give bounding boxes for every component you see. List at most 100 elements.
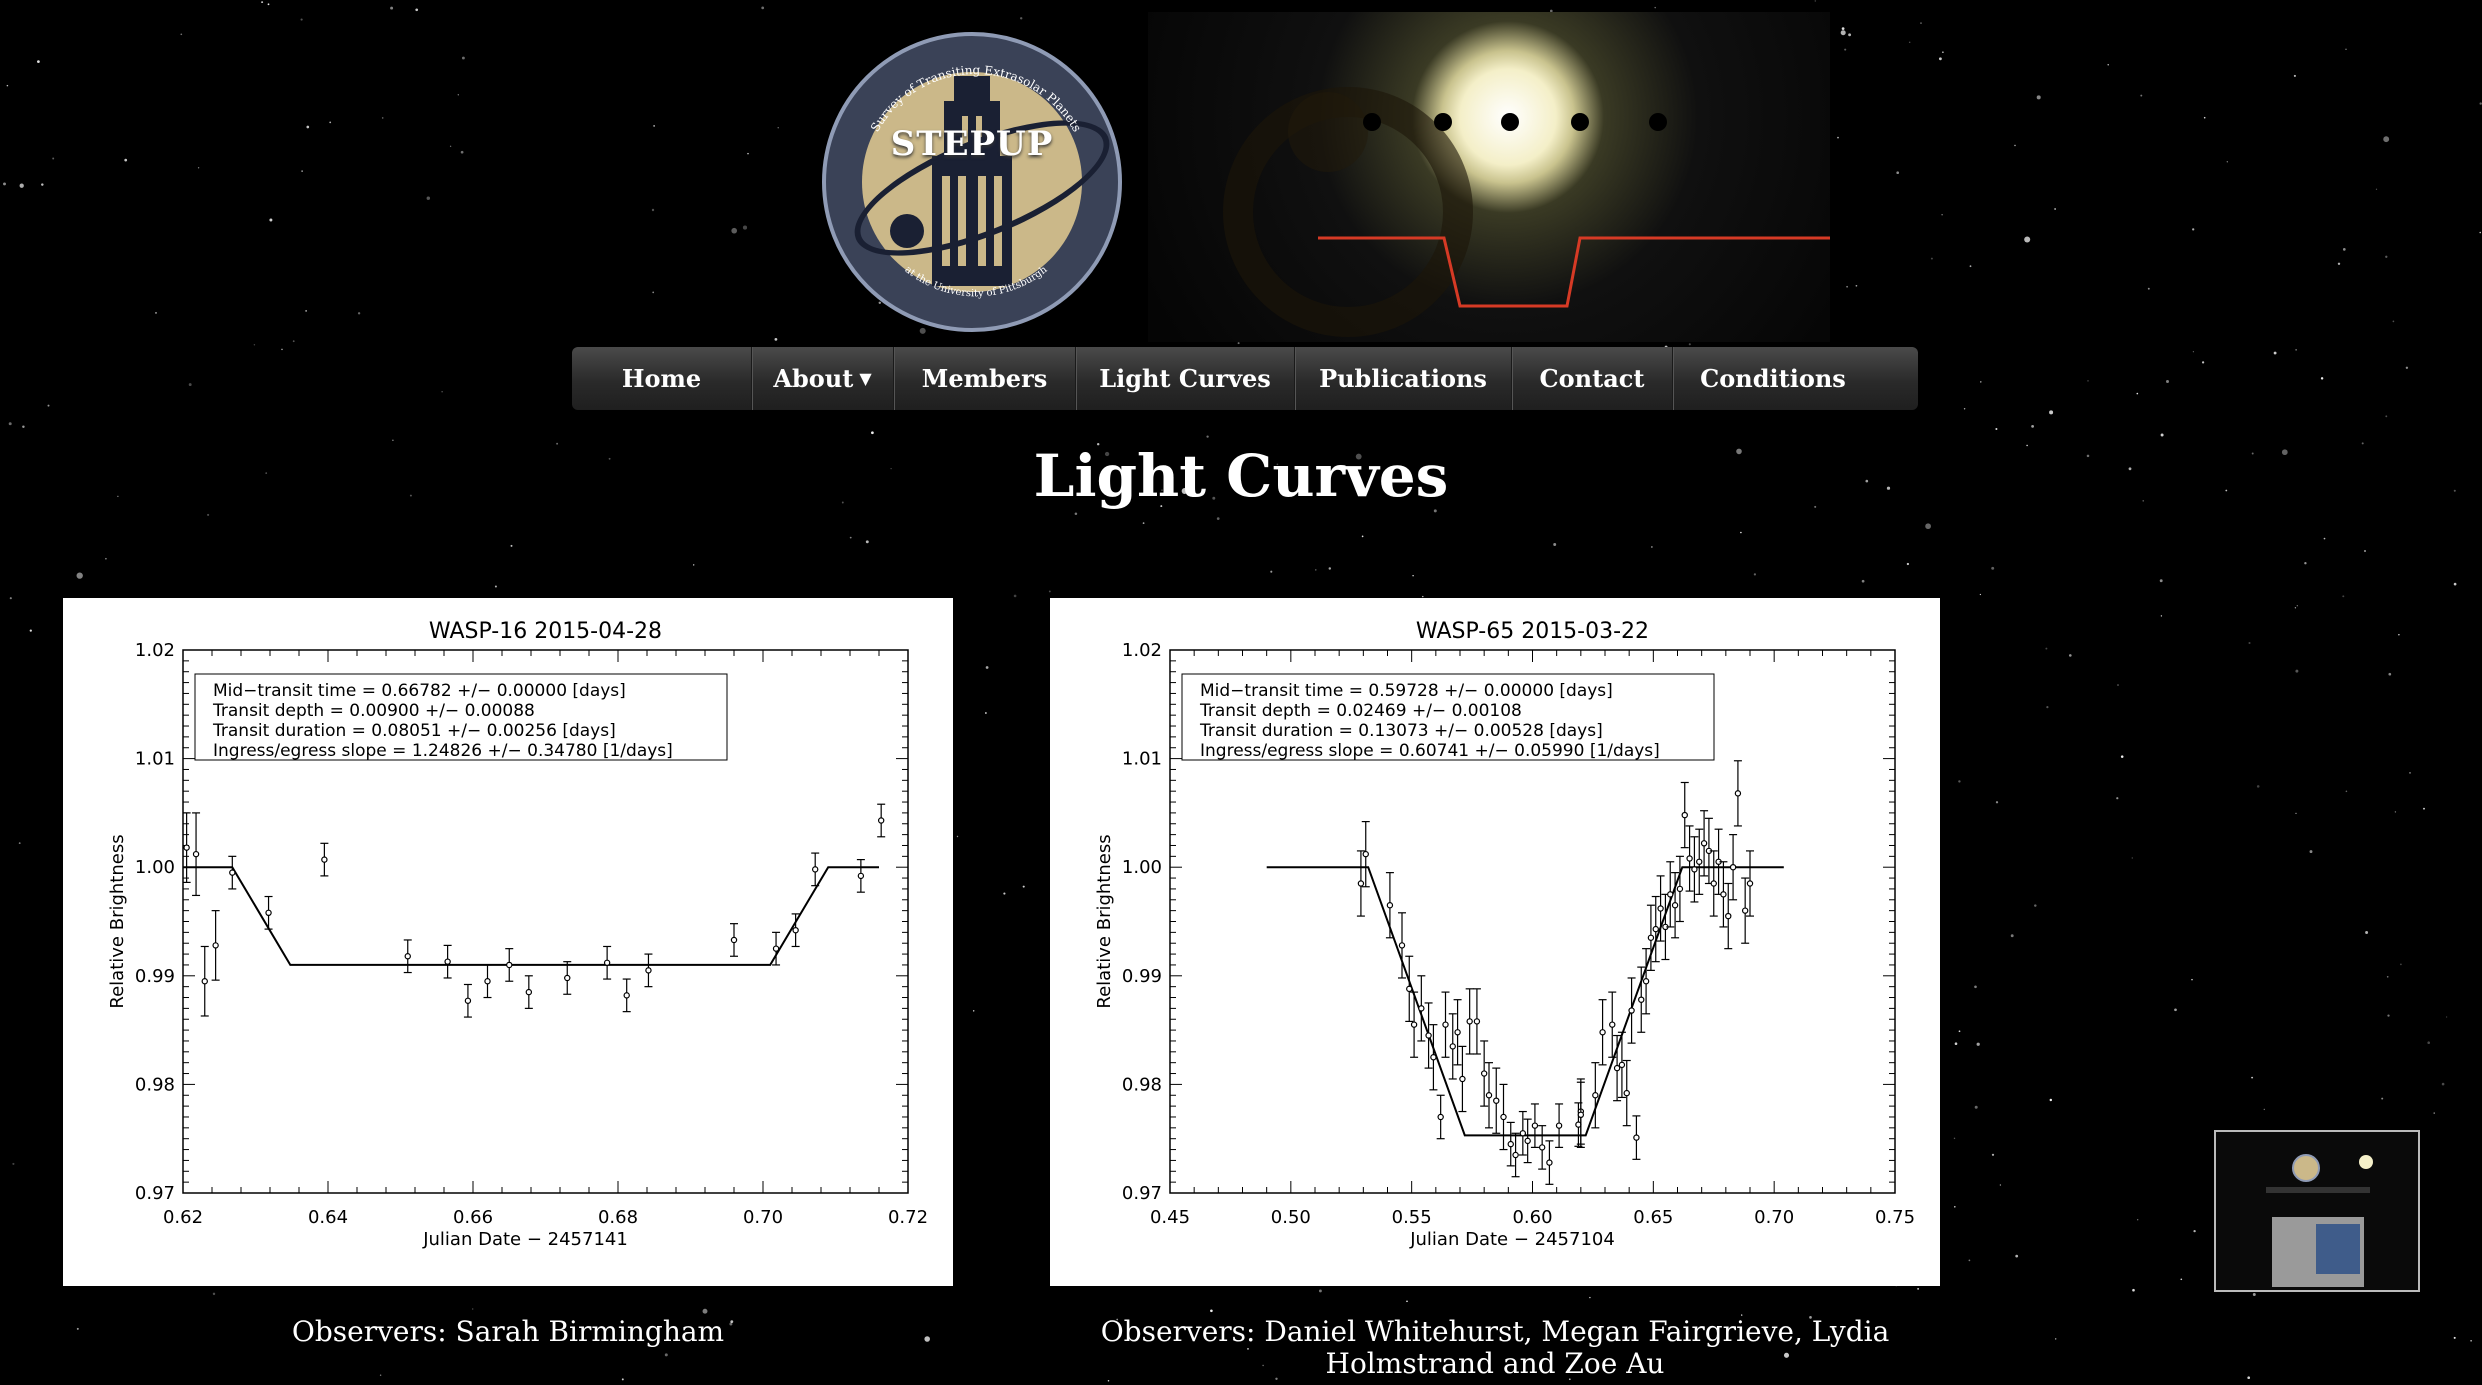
data-marker xyxy=(1681,811,1688,819)
star xyxy=(510,544,513,547)
star xyxy=(1116,1318,1119,1321)
data-point xyxy=(228,855,237,890)
star xyxy=(1013,594,1017,598)
star xyxy=(426,196,431,200)
star xyxy=(2294,607,2297,609)
nav-publications[interactable]: Publications xyxy=(1295,347,1512,410)
star xyxy=(2034,904,2037,907)
star xyxy=(1958,780,1961,783)
star xyxy=(1276,463,1279,466)
data-point xyxy=(563,961,572,995)
star xyxy=(2192,228,2195,231)
data-point xyxy=(1576,1081,1585,1148)
star xyxy=(1844,48,1847,51)
stepup-logo[interactable]: STEPUP Survey of Transiting Extrasolar P… xyxy=(822,32,1122,332)
data-marker xyxy=(1676,885,1684,893)
legend-line: Transit duration = 0.08051 +/− 0.00256 [… xyxy=(212,721,616,741)
star xyxy=(461,56,465,60)
star xyxy=(1942,51,1944,54)
nav-conditions[interactable]: Conditions xyxy=(1673,347,1873,410)
data-marker xyxy=(192,850,200,858)
star xyxy=(2024,236,2031,243)
data-point xyxy=(1448,1013,1457,1080)
star xyxy=(1848,33,1852,37)
star xyxy=(409,494,412,497)
x-tick-label: 0.45 xyxy=(1150,1207,1190,1228)
star xyxy=(1736,448,1742,455)
star xyxy=(1753,573,1757,576)
star xyxy=(76,572,83,579)
data-marker xyxy=(772,945,780,952)
y-axis-label: Relative Brightness xyxy=(1094,834,1115,1008)
star xyxy=(2453,582,2457,586)
star xyxy=(1925,523,1931,530)
star xyxy=(265,472,268,474)
data-point xyxy=(505,948,514,982)
data-marker xyxy=(1459,1075,1466,1083)
star xyxy=(2116,797,2119,800)
star xyxy=(1361,535,1364,538)
light-curve-chart-wasp65[interactable]: 0.45 0.50 0.55 0.60 0.65 0.70 0.75 0.97 0.98 0.99… xyxy=(1050,598,1940,1286)
data-point xyxy=(1733,760,1742,827)
star xyxy=(1908,41,1911,44)
transit-model-line xyxy=(1266,866,1784,1137)
y-tick-label: 0.97 xyxy=(135,1183,175,1204)
y-tick-label: 1.01 xyxy=(1122,749,1162,770)
data-point xyxy=(1545,1140,1554,1185)
star xyxy=(2427,1041,2430,1044)
nav-about[interactable]: About ▼ xyxy=(752,347,894,410)
page-title: Light Curves xyxy=(1033,442,1449,510)
star xyxy=(1920,22,1922,24)
nav-publications-label: Publications xyxy=(1319,364,1487,393)
star xyxy=(457,94,459,96)
star xyxy=(335,1338,338,1340)
data-marker xyxy=(1647,934,1655,941)
star xyxy=(1979,593,1982,596)
data-marker xyxy=(812,866,819,873)
star xyxy=(2361,442,2364,445)
data-point xyxy=(1661,893,1670,961)
star xyxy=(1216,517,1220,520)
nav-members[interactable]: Members xyxy=(894,347,1076,410)
data-marker xyxy=(1628,1007,1635,1014)
star xyxy=(731,227,738,234)
nav-light-curves[interactable]: Light Curves xyxy=(1076,347,1295,410)
data-marker xyxy=(1466,1018,1473,1025)
star xyxy=(1142,522,1145,524)
logo-arc-bottom-text: at the University of Pittsburgh xyxy=(903,264,1050,299)
light-curve-chart-wasp16[interactable]: 0.62 0.64 0.66 0.68 0.70 0.72 0.97 0.98 0.99 1.00… xyxy=(63,598,953,1286)
star xyxy=(2225,489,2228,492)
data-point xyxy=(856,858,865,893)
nav-home[interactable]: Home xyxy=(572,347,752,410)
data-point xyxy=(1453,999,1462,1066)
star xyxy=(1963,408,1966,410)
star xyxy=(105,557,107,560)
nav-contact[interactable]: Contact xyxy=(1512,347,1673,410)
star xyxy=(1181,488,1188,494)
star xyxy=(2193,1229,2196,1233)
data-point xyxy=(1441,991,1450,1058)
star xyxy=(1865,479,1869,483)
star xyxy=(2445,1016,2448,1018)
data-point xyxy=(791,913,800,948)
star xyxy=(2248,641,2251,645)
star xyxy=(357,312,361,315)
star xyxy=(8,422,12,426)
data-marker xyxy=(1519,1130,1527,1137)
data-marker xyxy=(1362,850,1369,858)
data-point xyxy=(1465,988,1474,1055)
star xyxy=(2045,647,2048,650)
star xyxy=(2140,94,2143,97)
page-thumbnail-preview[interactable] xyxy=(2214,1130,2420,1292)
star xyxy=(2295,812,2297,815)
star xyxy=(2049,1098,2053,1102)
star xyxy=(1160,505,1163,508)
star xyxy=(2281,449,2288,456)
data-point xyxy=(264,895,273,930)
star xyxy=(2132,1288,2135,1292)
star xyxy=(2128,467,2132,471)
star xyxy=(1318,1289,1322,1293)
star xyxy=(1212,496,1216,500)
star xyxy=(441,391,443,393)
data-marker xyxy=(1710,880,1717,887)
